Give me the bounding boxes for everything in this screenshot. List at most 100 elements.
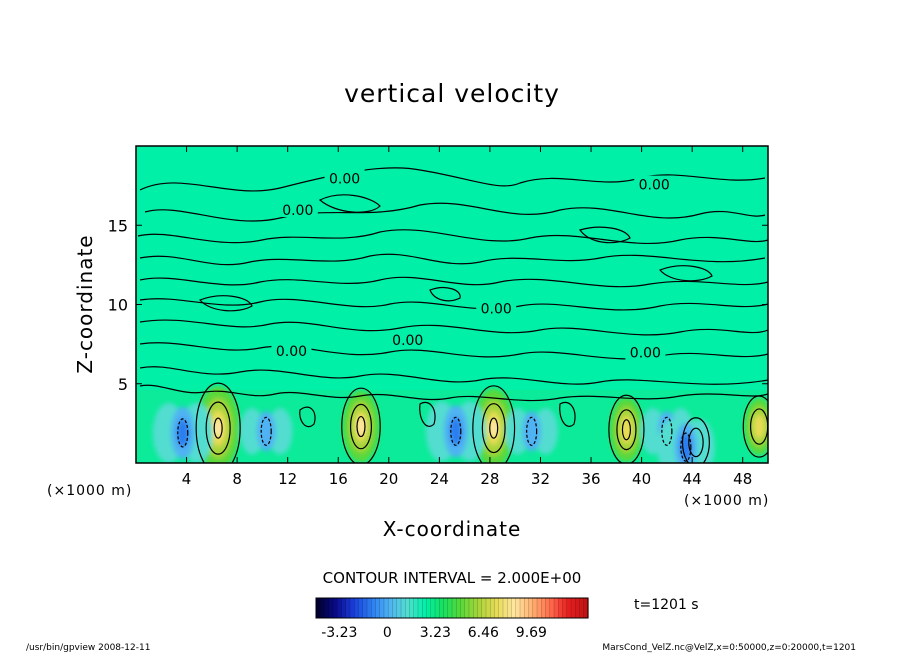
zero-contour — [559, 401, 576, 427]
colorbar-segment — [439, 598, 445, 618]
x-tick-label: 20 — [379, 470, 398, 488]
colorbar-segment — [337, 598, 343, 618]
contour-rings — [177, 382, 768, 463]
colorbar-segment — [418, 598, 423, 618]
colorbar-segment — [583, 598, 589, 618]
downdraft-cell — [656, 419, 715, 463]
zero-contour — [139, 366, 768, 385]
colorbar-tick-labels: -3.23 0 3.23 6.46 9.69 — [321, 625, 547, 641]
contour-label-bg — [476, 299, 517, 316]
colorbar-segment — [494, 598, 500, 618]
zero-contour — [144, 202, 766, 222]
colorbar-segment — [384, 598, 389, 618]
colorbar-segment — [401, 598, 406, 618]
downdraft-cell — [425, 401, 486, 462]
colorbar-segment — [350, 598, 355, 618]
x-tick-label: 8 — [232, 470, 242, 488]
colorbar-segment — [316, 598, 321, 618]
updraft-ring — [472, 385, 516, 463]
colorbar-tick-label: -3.23 — [321, 625, 357, 641]
zero-contour — [139, 253, 766, 266]
colorbar-segment — [426, 598, 432, 618]
contour-label: 0.00 — [630, 346, 661, 362]
colorbar-segment — [328, 598, 334, 618]
colorbar-segment — [367, 598, 372, 618]
x-tick-label: 40 — [632, 470, 651, 488]
updraft-ring — [195, 382, 241, 463]
colorbar-tick-label: 3.23 — [420, 625, 451, 641]
contour-interval-label: CONTOUR INTERVAL = 2.000E+00 — [323, 569, 582, 587]
colorbar-segment — [562, 598, 568, 618]
y-axis-label: Z-coordinate — [73, 234, 97, 373]
colorbar-segment — [388, 598, 394, 618]
colorbar — [315, 598, 589, 618]
updraft-ring — [356, 415, 366, 438]
colorbar-segment — [498, 598, 504, 618]
colorbar-segment — [524, 598, 530, 618]
velocity-cells — [152, 386, 768, 463]
updraft-ring — [616, 409, 637, 451]
y-tick-label: 5 — [118, 375, 128, 394]
updraft-ring — [481, 403, 506, 454]
colorbar-segment — [528, 598, 534, 618]
colorbar-segment — [486, 598, 491, 618]
colorbar-segment — [575, 598, 581, 618]
colorbar-segment — [481, 598, 487, 618]
downdraft-cell — [239, 408, 293, 455]
colorbar-segment — [579, 598, 585, 618]
contour-label: 0.00 — [329, 171, 360, 187]
contour-label-bg — [625, 343, 666, 360]
updraft-ring — [608, 394, 645, 463]
contour-label-bg — [387, 330, 428, 347]
x-tick-label: 32 — [531, 470, 550, 488]
colorbar-segment — [537, 598, 542, 618]
updraft-ring — [349, 403, 373, 450]
updraft-ring — [681, 417, 710, 463]
footer-left: /usr/bin/gpview 2008-12-11 — [26, 643, 150, 653]
colorbar-tick-label: 0 — [383, 625, 392, 641]
colorbar-segment — [558, 598, 564, 618]
colorbar-segment — [413, 598, 419, 618]
zero-contour — [139, 276, 768, 288]
updraft-cell — [744, 398, 768, 455]
x-tick-label: 4 — [182, 470, 192, 488]
colorbar-segment — [515, 598, 521, 618]
colorbar-segment — [396, 598, 402, 618]
updraft-ring — [489, 417, 499, 439]
y-tick-label: 10 — [108, 296, 128, 315]
colorbar-tick-label: 9.69 — [516, 625, 547, 641]
y-axis-ticks: 5 10 15 — [108, 216, 768, 394]
colorbar-segment — [566, 598, 572, 618]
downdraft-ring — [450, 416, 462, 446]
updraft-cell — [609, 397, 643, 462]
x-unit-left: (×1000 m) — [47, 483, 132, 499]
zero-contour — [419, 401, 436, 427]
colorbar-segment — [362, 598, 368, 618]
colorbar-segment — [422, 598, 428, 618]
colorbar-segment — [375, 598, 381, 618]
colorbar-segment — [358, 598, 364, 618]
colorbar-segment — [511, 598, 517, 618]
x-tick-label: 44 — [683, 470, 702, 488]
downdraft-ring — [661, 416, 673, 446]
y-tick-label: 15 — [108, 216, 128, 235]
colorbar-segment — [532, 598, 538, 618]
colorbar-segment — [409, 598, 415, 618]
contour-labels: 0.00 0.00 0.00 0.00 0.00 0.00 0.00 — [271, 169, 675, 362]
colorbar-segment — [456, 598, 462, 618]
downdraft-ring — [177, 418, 189, 448]
contour-label: 0.00 — [282, 203, 313, 219]
colorbar-segment — [333, 598, 338, 618]
colorbar-segment — [435, 598, 440, 618]
colorbar-segment — [507, 598, 513, 618]
colorbar-segment — [341, 598, 347, 618]
contour-label: 0.00 — [639, 178, 670, 194]
x-tick-label: 12 — [278, 470, 297, 488]
colorbar-segment — [473, 598, 479, 618]
zero-contour — [199, 295, 253, 312]
colorbar-segment — [520, 598, 525, 618]
colorbar-tick-label: 6.46 — [468, 625, 499, 641]
colorbar-segment — [447, 598, 453, 618]
x-tick-label: 28 — [480, 470, 499, 488]
